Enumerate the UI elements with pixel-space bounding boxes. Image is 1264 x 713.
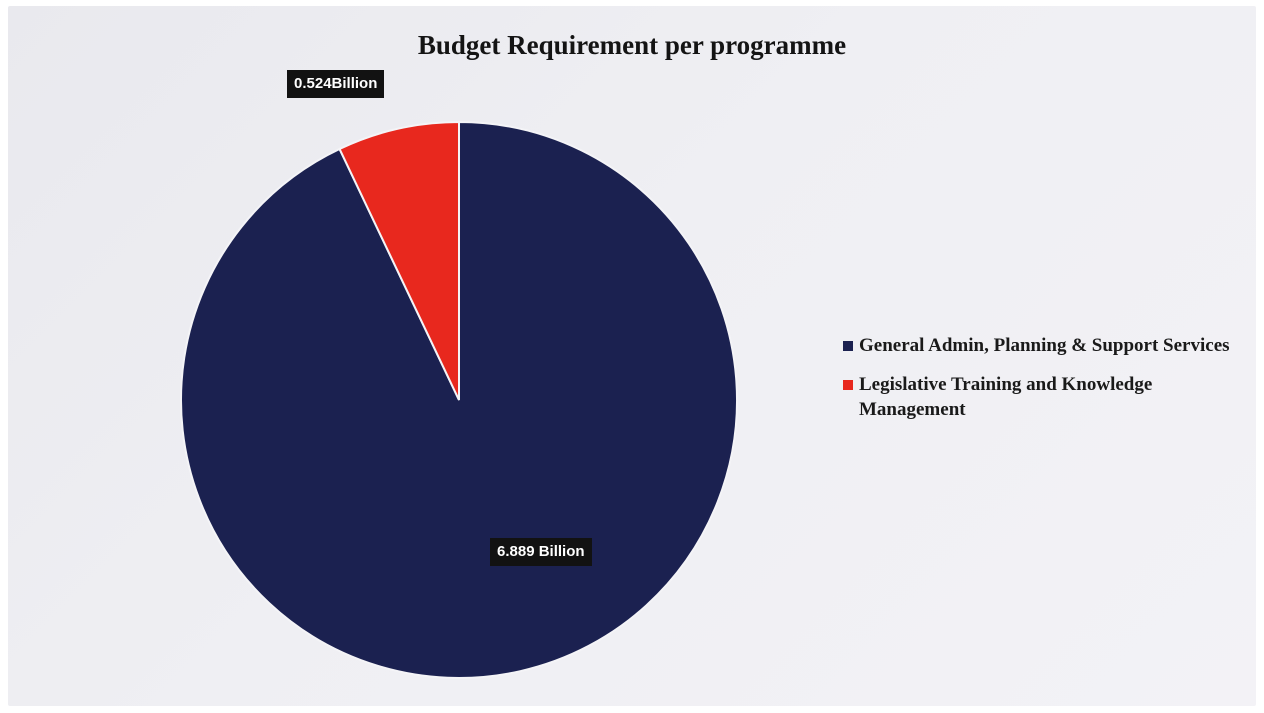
data-label-legislative-training: 0.524Billion [287, 70, 385, 98]
pie-slice-legislative-training[interactable] [338, 120, 460, 401]
legend-item-legislative-training[interactable]: Legislative Training and Knowledge Manag… [843, 372, 1243, 422]
data-label-general-admin: 6.889 Billion [490, 538, 592, 566]
legend-swatch-general-admin [843, 341, 853, 351]
legend-label-general-admin: General Admin, Planning & Support Servic… [859, 335, 1230, 356]
chart-title: Budget Requirement per programme [417, 30, 847, 60]
legend: General Admin, Planning & Support Servic… [843, 333, 1243, 436]
legend-label-legislative-training: Legislative Training and Knowledge Manag… [859, 374, 1153, 420]
legend-item-general-admin[interactable]: General Admin, Planning & Support Servic… [843, 333, 1243, 358]
legend-swatch-legislative-training [843, 380, 853, 390]
